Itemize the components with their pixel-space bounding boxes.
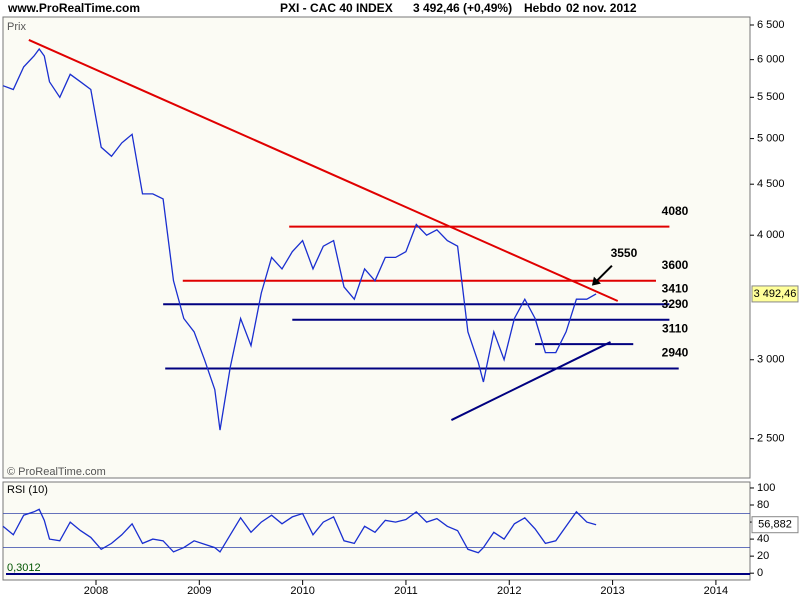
rsi-title: RSI (10)	[7, 484, 48, 496]
rsi-footnote: 0,3012	[7, 562, 41, 574]
x-tick-label: 2014	[704, 585, 728, 597]
x-tick-label: 2012	[497, 585, 521, 597]
y-tick-label: 3 000	[757, 354, 785, 366]
instrument: PXI - CAC 40 INDEX	[280, 1, 393, 15]
last-value-label: 3 492,46	[754, 288, 797, 300]
y-tick-label: 0	[757, 567, 763, 579]
quote: 3 492,46 (+0,49%)	[413, 1, 512, 15]
last-value-box	[751, 285, 799, 303]
x-tick-label: 2008	[84, 585, 108, 597]
y-tick-label: 80	[757, 499, 769, 511]
x-tick-label: 2009	[187, 585, 211, 597]
x-tick-label: 2010	[290, 585, 314, 597]
credit: © ProRealTime.com	[7, 466, 106, 478]
x-tick-label: 2011	[394, 585, 418, 597]
level-label: 3290	[662, 297, 689, 311]
y-tick-label: 100	[757, 482, 775, 494]
y-label: Prix	[7, 21, 26, 33]
series-line	[2, 47, 597, 431]
date: 02 nov. 2012	[566, 1, 637, 15]
level-label: 3600	[662, 258, 689, 272]
price-panel	[2, 16, 751, 479]
y-tick-label: 6 000	[757, 54, 785, 66]
y-tick-label: 5 500	[757, 91, 785, 103]
last-value-label: 56,882	[758, 519, 792, 531]
trendline	[28, 39, 619, 302]
y-tick-label: 2 500	[757, 433, 785, 445]
y-tick-label: 4 500	[757, 178, 785, 190]
level-label: 3110	[662, 321, 688, 335]
level-label: 4080	[662, 204, 689, 218]
series-line	[2, 508, 597, 554]
y-tick-label: 40	[757, 533, 769, 545]
y-tick-label: 5 000	[757, 132, 785, 144]
trendline	[450, 341, 611, 421]
last-value-box	[751, 516, 799, 534]
site: www.ProRealTime.com	[7, 1, 140, 15]
annotation-label: 3550	[611, 246, 638, 260]
y-tick-label: 20	[757, 550, 769, 562]
level-label: 2940	[662, 346, 689, 360]
y-tick-label: 4 000	[757, 229, 785, 241]
y-tick-label: 6 500	[757, 19, 785, 31]
x-tick-label: 2013	[600, 585, 624, 597]
period: Hebdo	[524, 1, 561, 15]
arrow-head	[591, 276, 601, 286]
level-label: 3410	[662, 281, 689, 295]
